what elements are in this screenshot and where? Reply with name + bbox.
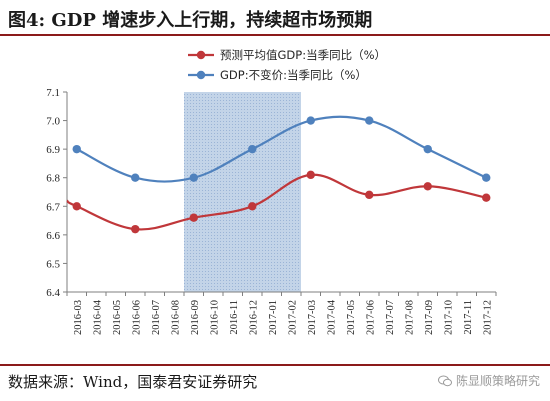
series-2-point (365, 116, 374, 125)
shaded-period-pattern (184, 92, 301, 292)
series-2-point (72, 144, 81, 154)
series-1-point (482, 193, 491, 202)
x-tick-label: 2016-10 (209, 300, 220, 335)
series-1-point (72, 202, 81, 211)
x-tick-label: 2017-10 (443, 300, 454, 335)
legend-label-1: 预测平均值GDP:当季同比（%） (220, 48, 386, 62)
series-1-point (189, 213, 198, 222)
x-tick-label: 2016-06 (131, 300, 142, 335)
x-tick-label: 2017-09 (424, 300, 435, 335)
series-2-point (248, 144, 257, 154)
legend-marker-1 (196, 50, 206, 60)
y-tick-label: 6.9 (46, 144, 60, 156)
x-tick-label: 2017-07 (385, 300, 396, 335)
y-tick-label: 6.8 (46, 173, 60, 185)
x-tick-label: 2016-03 (73, 300, 84, 335)
series-2-point (482, 173, 491, 182)
figure-header: 图4: GDP 增速步入上行期，持续超市场预期 (0, 0, 550, 36)
x-tick-label: 2016-04 (92, 299, 103, 335)
x-tick-label: 2017-12 (482, 300, 493, 335)
legend-marker-2 (196, 70, 206, 80)
series-1-point (423, 182, 432, 191)
x-tick-label: 2016-12 (248, 300, 259, 335)
x-tick-label: 2017-01 (268, 300, 279, 335)
series-2-point (423, 144, 432, 154)
series-2-point (306, 116, 315, 125)
figure-source: 数据来源：Wind，国泰君安证券研究 (8, 373, 258, 391)
y-tick-label: 6.4 (46, 287, 60, 299)
x-tick-label: 2016-05 (112, 300, 123, 335)
series-1-point (248, 202, 257, 211)
y-tick-label: 6.7 (46, 201, 60, 213)
y-tick-label: 6.5 (46, 258, 60, 270)
x-tick-label: 2017-04 (326, 299, 337, 335)
series-1-point (365, 190, 374, 200)
source-rule (0, 364, 550, 366)
watermark: 陈显顺策略研究 (437, 372, 540, 389)
x-tick-label: 2017-02 (287, 300, 298, 335)
x-tick-label: 2017-06 (365, 300, 376, 335)
wechat-icon (437, 375, 452, 386)
figure-title: 图4: GDP 增速步入上行期，持续超市场预期 (8, 10, 373, 31)
line-chart: 6.4 6.5 6.6 6.7 6.8 6.9 7.0 7.1 2016-03 2016-04 20… (46, 48, 497, 335)
y-tick-label: 7.0 (46, 116, 60, 128)
x-tick-label: 2017-08 (404, 300, 415, 335)
y-tick-label: 6.6 (46, 230, 60, 242)
legend-label-2: GDP:不变价:当季同比（%） (220, 68, 367, 82)
series-1-point (306, 170, 315, 180)
series-2-point (131, 173, 140, 182)
x-tick-label: 2016-11 (229, 300, 240, 335)
series-2-point (189, 173, 198, 182)
x-tick-label: 2017-11 (463, 300, 474, 335)
x-tick-label: 2016-09 (190, 300, 201, 335)
series-1-point (131, 224, 140, 234)
y-tick-label: 7.1 (46, 87, 60, 99)
x-tick-label: 2016-07 (151, 300, 162, 335)
title-rule (0, 34, 550, 36)
x-tick-label: 2016-08 (170, 300, 181, 335)
x-tick-label: 2017-03 (307, 300, 318, 335)
x-tick-label: 2017-05 (346, 300, 357, 335)
watermark-text: 陈显顺策略研究 (455, 374, 540, 388)
